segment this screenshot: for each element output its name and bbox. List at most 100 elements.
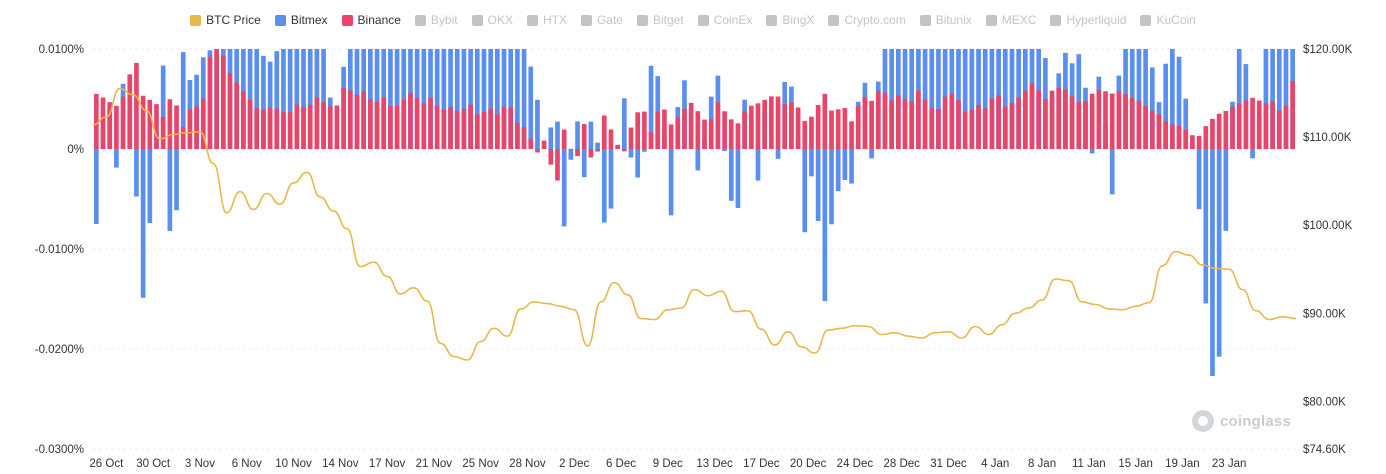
btc-price-line-layer: [92, 87, 1297, 361]
binance-bar: [1029, 83, 1035, 149]
binance-bar: [528, 138, 534, 149]
binance-bar: [1143, 106, 1148, 149]
x-tick-label: 28 Nov: [509, 458, 546, 470]
bitmex-bar: [642, 149, 647, 152]
binance-bar: [321, 102, 326, 149]
legend-swatch: [636, 14, 648, 26]
grid-lines: [93, 48, 1296, 450]
legend-item-bitget[interactable]: Bitget: [636, 13, 684, 27]
legend-item-okx[interactable]: OKX: [471, 13, 513, 27]
binance-bar: [267, 107, 273, 149]
binance-bar: [581, 124, 587, 149]
legend-swatch: [190, 14, 202, 26]
binance-bar: [902, 98, 908, 149]
bitmex-bar: [621, 98, 627, 149]
bitmex-bar: [94, 149, 99, 224]
bitmex-bar: [281, 49, 286, 149]
bitmex-bar: [1216, 149, 1222, 357]
legend-item-bitmex[interactable]: Bitmex: [274, 13, 328, 27]
binance-bar: [1036, 90, 1042, 149]
binance-bar: [802, 120, 808, 149]
bitmex-bar: [495, 49, 500, 149]
legend-item-bingx[interactable]: BingX: [766, 13, 814, 27]
x-tick-label: 15 Jan: [1118, 458, 1153, 470]
binance-bar: [254, 108, 260, 149]
legend-item-kucoin[interactable]: KuCoin: [1140, 13, 1196, 27]
bitmex-bar: [1002, 49, 1008, 149]
binance-bar: [682, 108, 687, 149]
binance-bar: [421, 103, 427, 149]
legend-item-gate[interactable]: Gate: [580, 13, 623, 27]
binance-bar: [1069, 96, 1075, 149]
binance-bar: [889, 100, 894, 149]
binance-bar: [575, 149, 580, 157]
binance-bar: [1049, 90, 1055, 149]
binance-bar: [642, 111, 647, 149]
bitmex-bar: [301, 49, 306, 149]
legend-item-hyperliquid[interactable]: Hyperliquid: [1050, 13, 1126, 27]
bitmex-bar: [1143, 49, 1148, 149]
binance-bar: [748, 105, 754, 149]
bitmex-bar: [454, 49, 460, 149]
legend-item-mexc[interactable]: MEXC: [985, 13, 1036, 27]
binance-bar: [735, 123, 741, 149]
binance-bar: [1136, 100, 1142, 149]
binance-bar: [307, 104, 313, 149]
x-tick-label: 14 Nov: [322, 458, 359, 470]
binance-bar: [508, 107, 514, 149]
binance-bar: [1123, 94, 1128, 149]
legend-item-bybit[interactable]: Bybit: [414, 13, 458, 27]
binance-bar: [815, 104, 821, 149]
binance-bar: [361, 91, 367, 149]
legend-item-coinex[interactable]: CoinEx: [697, 13, 753, 27]
legend-item-crypto-com[interactable]: Crypto.com: [828, 13, 906, 27]
watermark-text: coinglass: [1220, 412, 1291, 430]
bitmex-bar: [568, 149, 574, 160]
x-tick-label: 26 Oct: [89, 458, 124, 470]
legend-item-binance[interactable]: Binance: [341, 13, 401, 27]
binance-bar: [541, 140, 547, 149]
bitmex-bar: [261, 55, 266, 150]
bitmex-bar: [822, 149, 828, 302]
right-tick-label: $110.00K: [1303, 132, 1352, 144]
legend-label: OKX: [487, 13, 513, 27]
binance-bar: [1089, 93, 1095, 149]
binance-bar: [1083, 101, 1088, 149]
binance-bar: [327, 106, 333, 149]
legend-item-htx[interactable]: HTX: [526, 13, 567, 27]
binance-bar: [1103, 91, 1108, 149]
bitmex-bar: [755, 149, 761, 181]
bitmex-bar: [575, 121, 580, 149]
binance-bar: [809, 116, 814, 149]
binance-bar: [1016, 97, 1021, 149]
bitmex-bar: [468, 49, 473, 149]
bitmex-bar: [628, 149, 634, 158]
x-tick-label: 30 Oct: [136, 458, 171, 470]
binance-bar: [1203, 126, 1209, 149]
binance-bar: [668, 124, 674, 149]
x-tick-label: 25 Nov: [462, 458, 499, 470]
bitmex-bar: [147, 149, 153, 224]
left-axis: 0.0100% 0% -0.0100% -0.0200% -0.0300%: [35, 44, 84, 456]
binance-bar: [207, 56, 213, 149]
bitmex-bar: [267, 61, 273, 150]
binance-bar: [942, 96, 948, 149]
legend-item-btc-price[interactable]: BTC Price: [190, 13, 261, 27]
bitmex-bar: [368, 49, 373, 149]
binance-bar: [601, 115, 607, 149]
binance-bars: [94, 49, 1295, 181]
binance-bar: [775, 96, 781, 149]
binance-bar: [1002, 106, 1008, 149]
binance-bar: [728, 119, 734, 149]
x-tick-label: 9 Dec: [653, 458, 683, 470]
bitmex-bar: [728, 149, 734, 201]
binance-bar: [488, 108, 493, 149]
bitmex-bars: [94, 49, 1295, 377]
legend-label: CoinEx: [713, 13, 753, 27]
x-tick-label: 11 Jan: [1072, 458, 1106, 470]
legend-item-bitunix[interactable]: Bitunix: [919, 13, 972, 27]
right-tick-label: $120.00K: [1303, 44, 1353, 56]
binance-bar: [896, 95, 901, 149]
binance-bar: [1196, 135, 1202, 149]
binance-bar: [394, 105, 400, 149]
